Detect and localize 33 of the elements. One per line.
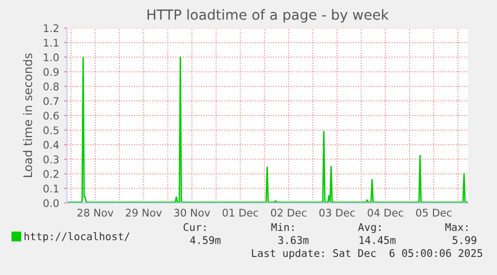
y-tick-label: 1.2	[44, 24, 58, 32]
y-tick-label: 0.1	[43, 184, 58, 193]
text: Avg:	[358, 223, 380, 234]
y-tick-label: 0.4	[43, 140, 59, 149]
y-tick-label: 0.8	[43, 82, 59, 90]
y-tick-label: 0.6	[43, 112, 59, 120]
y-tick-label: 0.2	[43, 170, 58, 178]
x-tick-label: 29 Nov	[126, 208, 162, 217]
text: Max:	[445, 223, 468, 232]
text: Last update: Sat Dec 6 05:00:06 2025	[252, 248, 482, 260]
x-tick-label: 05 Dec	[416, 208, 452, 217]
text: Min:	[271, 222, 294, 231]
text: 3.63m	[278, 236, 309, 244]
chart-title: HTTP loadtime of a page - by week	[148, 9, 389, 23]
y-tick-label: 1.1	[44, 38, 58, 47]
x-tick-label: 30 Nov	[174, 208, 210, 217]
x-tick-label: 03 Dec	[319, 208, 355, 217]
x-tick-label: 28 Nov	[78, 208, 114, 217]
legend-label: http://localhost/	[24, 232, 130, 242]
y-tick-label: 0.7	[43, 97, 58, 106]
y-tick-label: 0.5	[43, 126, 58, 134]
x-tick-label: 04 Dec	[368, 208, 404, 217]
x-tick-label: 02 Dec	[270, 208, 306, 217]
x-tick-label: 01 Dec	[222, 208, 258, 217]
y-tick-label: 1.0	[44, 53, 59, 62]
y-tick-label: 0.3	[43, 155, 59, 164]
y-axis-title: Load time in seconds	[23, 53, 32, 177]
y-tick-label: 0.0	[43, 199, 59, 208]
text: 5.99	[452, 236, 476, 244]
text: 14.45m	[360, 236, 396, 244]
y-tick-label: 0.9	[43, 68, 59, 76]
text: Cur:	[184, 223, 206, 232]
text: 4.59m	[190, 236, 221, 244]
